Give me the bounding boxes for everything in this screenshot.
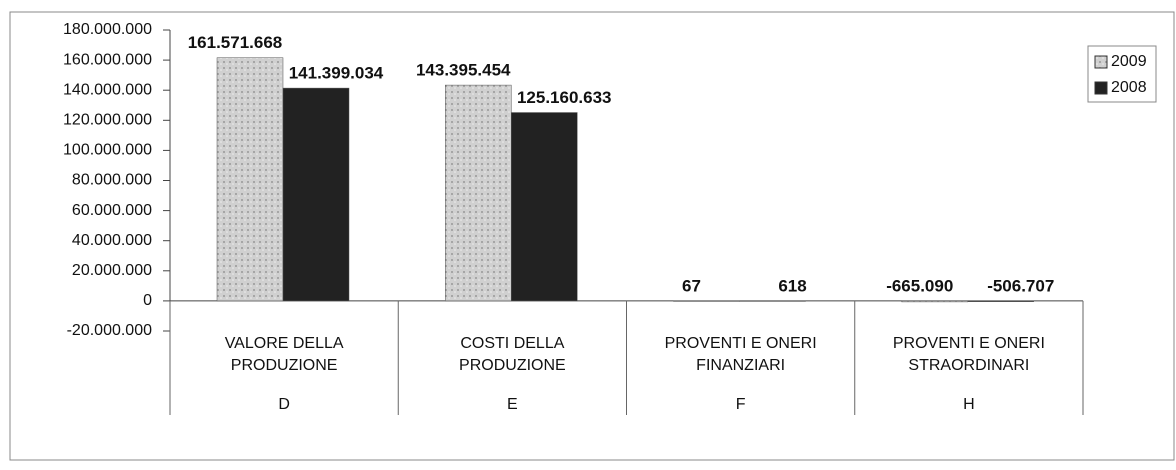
bar <box>901 300 968 303</box>
group-label: D <box>278 396 290 413</box>
bar <box>967 300 1034 302</box>
y-tick-label: -20.000.000 <box>67 322 153 339</box>
bar <box>445 84 512 302</box>
data-label: 125.160.633 <box>517 88 612 107</box>
group-label: E <box>507 396 518 413</box>
data-label: -506.707 <box>987 276 1054 295</box>
data-label: 143.395.454 <box>416 61 511 80</box>
x-tick-label: STRAORDINARI <box>908 357 1029 374</box>
x-tick-label: PRODUZIONE <box>231 357 338 374</box>
x-tick-label: PRODUZIONE <box>459 357 566 374</box>
x-tick-label: FINANZIARI <box>696 357 785 374</box>
data-label: 161.571.668 <box>188 33 283 52</box>
x-tick-label: COSTI DELLA <box>460 335 564 352</box>
data-label: 618 <box>778 276 806 295</box>
y-tick-label: 0 <box>143 292 152 309</box>
x-tick-label: PROVENTI E ONERI <box>893 335 1045 352</box>
group-label: F <box>736 396 746 413</box>
y-tick-label: 20.000.000 <box>72 262 152 279</box>
bar <box>739 300 806 302</box>
y-tick-label: 180.000.000 <box>63 21 152 38</box>
y-tick-label: 140.000.000 <box>63 81 152 98</box>
bar <box>216 57 284 302</box>
legend-label: 2009 <box>1111 53 1147 70</box>
y-tick-label: 120.000.000 <box>63 112 152 129</box>
data-label: 67 <box>682 276 701 295</box>
x-tick-label: PROVENTI E ONERI <box>665 335 817 352</box>
bar <box>282 87 350 302</box>
group-label: H <box>963 396 975 413</box>
y-tick-label: 160.000.000 <box>63 51 152 68</box>
y-tick-label: 60.000.000 <box>72 202 152 219</box>
data-label: -665.090 <box>886 276 953 295</box>
legend-label: 2008 <box>1111 79 1147 96</box>
data-label: 141.399.034 <box>289 64 384 83</box>
x-tick-label: VALORE DELLA <box>225 335 344 352</box>
y-tick-label: 100.000.000 <box>63 142 152 159</box>
bar <box>511 112 578 302</box>
y-tick-label: 80.000.000 <box>72 172 152 189</box>
chart-frame <box>9 11 1175 461</box>
legend-box <box>1087 45 1157 103</box>
y-tick-label: 40.000.000 <box>72 232 152 249</box>
bar <box>673 300 740 302</box>
legend-swatch <box>1094 55 1108 69</box>
legend-swatch <box>1094 81 1108 95</box>
